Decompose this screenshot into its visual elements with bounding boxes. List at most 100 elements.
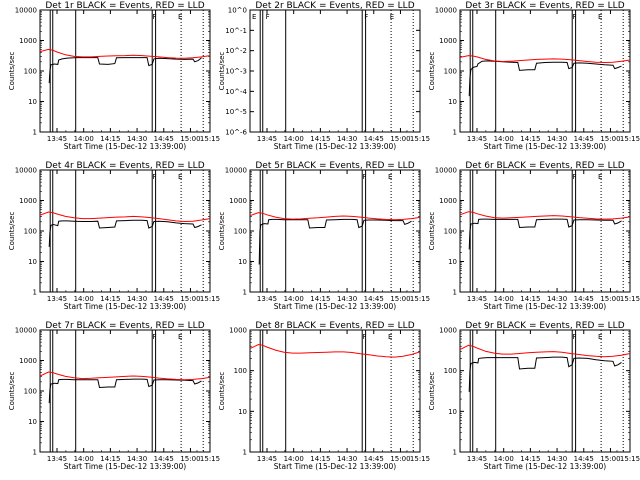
y-tick-label: 10^-3 [225,68,247,76]
series-events [468,218,622,250]
marker-f: F [153,13,157,21]
panel-det-1r: Det 1r BLACK = Events, RED = LLD 1 10 100 10… [8,1,220,151]
plot-frame [39,169,211,293]
y-tick-label: 1 [33,449,37,457]
x-tick-label: 14:30 [547,135,567,143]
marker-e: E [178,333,182,341]
y-tick-label: 10 [28,418,37,426]
y-tick-label: 10000 [225,167,247,175]
y-tick-label: 10000 [435,7,457,15]
panel-det-5r: Det 5r BLACK = Events, RED = LLD 1 10 100 10… [218,161,430,311]
x-axis-label: Start Time (15-Dec-12 13:39:00) [64,142,186,151]
x-tick-label: 14:00 [494,135,514,143]
marker-f: F [363,173,367,181]
series-events [48,378,202,404]
panel-det-7r: Det 7r BLACK = Events, RED = LLD 1 10 100 10… [8,321,220,471]
panel-title: Det 1r BLACK = Events, RED = LLD [45,1,204,11]
marker-f: F [573,333,577,341]
x-tick-label: 15:15 [620,455,640,463]
x-tick-label: 14:30 [337,135,357,143]
x-tick-label: 14:45 [364,295,384,303]
y-tick-label: 10 [448,408,457,416]
panel-title: Det 2r BLACK = Events, RED = LLD [255,1,414,11]
x-tick-label: 14:30 [337,455,357,463]
plot-frame [39,329,211,453]
x-tick-label: 14:30 [547,295,567,303]
y-axis-label: Counts/sec [8,52,16,91]
panel-det-3r: Det 3r BLACK = Events, RED = LLD 1 10 100 10… [428,1,640,151]
y-tick-label: 1000 [439,327,457,335]
marker-e: E [598,333,602,341]
x-tick-label: 14:15 [310,455,330,463]
x-tick-label: 14:15 [310,295,330,303]
marker-e: E [598,13,602,21]
marker-f: F [266,13,270,21]
marker-e: E [178,173,182,181]
x-tick-label: 15:15 [200,455,220,463]
x-tick-label: 14:00 [494,295,514,303]
y-tick-label: 10 [238,408,247,416]
series-events [468,60,622,97]
series-events [468,356,622,392]
marker-f: F [153,333,157,341]
x-tick-label: 14:15 [100,135,120,143]
y-axis-label: Counts/sec [8,212,16,251]
x-tick-label: 14:30 [337,295,357,303]
x-tick-label: 13:45 [467,455,487,463]
x-tick-label: 15:15 [620,135,640,143]
x-tick-label: 14:00 [284,455,304,463]
y-axis-label: Counts/sec [428,212,436,251]
panel-title: Det 4r BLACK = Events, RED = LLD [45,161,204,171]
x-tick-label: 15:15 [620,295,640,303]
panel-det-9r: Det 9r BLACK = Events, RED = LLD 1 10 100 10… [428,321,640,471]
panel-title: Det 6r BLACK = Events, RED = LLD [465,161,624,171]
x-tick-label: 15:15 [410,295,430,303]
x-tick-label: 13:45 [257,295,277,303]
panel-det-6r: Det 6r BLACK = Events, RED = LLD 1 10 100 10… [428,161,640,311]
x-tick-label: 13:45 [257,455,277,463]
x-tick-label: 13:45 [47,455,67,463]
y-tick-label: 10 [448,258,457,266]
plot-frame [39,9,211,133]
x-tick-label: 13:45 [47,295,67,303]
x-axis-label: Start Time (15-Dec-12 13:39:00) [64,302,186,311]
series-lld [460,344,630,358]
y-tick-label: 1 [243,449,247,457]
x-axis-label: Start Time (15-Dec-12 13:39:00) [274,462,396,471]
panel-det-8r: Det 8r BLACK = Events, RED = LLD 1 10 100 10… [218,321,430,471]
series-events [48,219,202,247]
y-tick-label: 1000 [439,197,457,205]
marker-f: F [573,13,577,21]
y-tick-label: 10^-6 [225,129,247,137]
y-tick-label: 10 [238,258,247,266]
x-tick-label: 15:00 [180,455,200,463]
y-tick-label: 100 [24,228,37,236]
x-tick-label: 14:45 [154,135,174,143]
x-tick-label: 14:00 [494,455,514,463]
x-tick-label: 14:45 [574,135,594,143]
marker-e: E [252,13,256,21]
y-tick-label: 10^-2 [225,47,247,55]
x-tick-label: 14:45 [364,455,384,463]
plot-frame [249,329,421,453]
y-tick-label: 1000 [19,37,37,45]
x-tick-label: 14:30 [547,455,567,463]
y-tick-label: 10^0 [228,7,247,15]
x-axis-label: Start Time (15-Dec-12 13:39:00) [484,302,606,311]
marker-e: E [388,333,392,341]
y-tick-label: 10^-1 [225,27,247,35]
panel-det-2r: Det 2r BLACK = Events, RED = LLD 10^-6 10^… [218,1,430,151]
y-axis-label: Counts/sec [428,52,436,91]
x-tick-label: 15:00 [180,135,200,143]
series-lld [40,211,210,223]
x-axis-label: Start Time (15-Dec-12 13:39:00) [274,142,396,151]
y-tick-label: 100 [24,68,37,76]
x-tick-label: 15:15 [200,295,220,303]
series-lld [40,48,210,59]
series-lld [460,55,630,64]
y-tick-label: 1000 [19,197,37,205]
marker-e: E [598,173,602,181]
x-axis-label: Start Time (15-Dec-12 13:39:00) [484,142,606,151]
x-tick-label: 15:00 [600,135,620,143]
panel-title: Det 3r BLACK = Events, RED = LLD [465,1,624,11]
